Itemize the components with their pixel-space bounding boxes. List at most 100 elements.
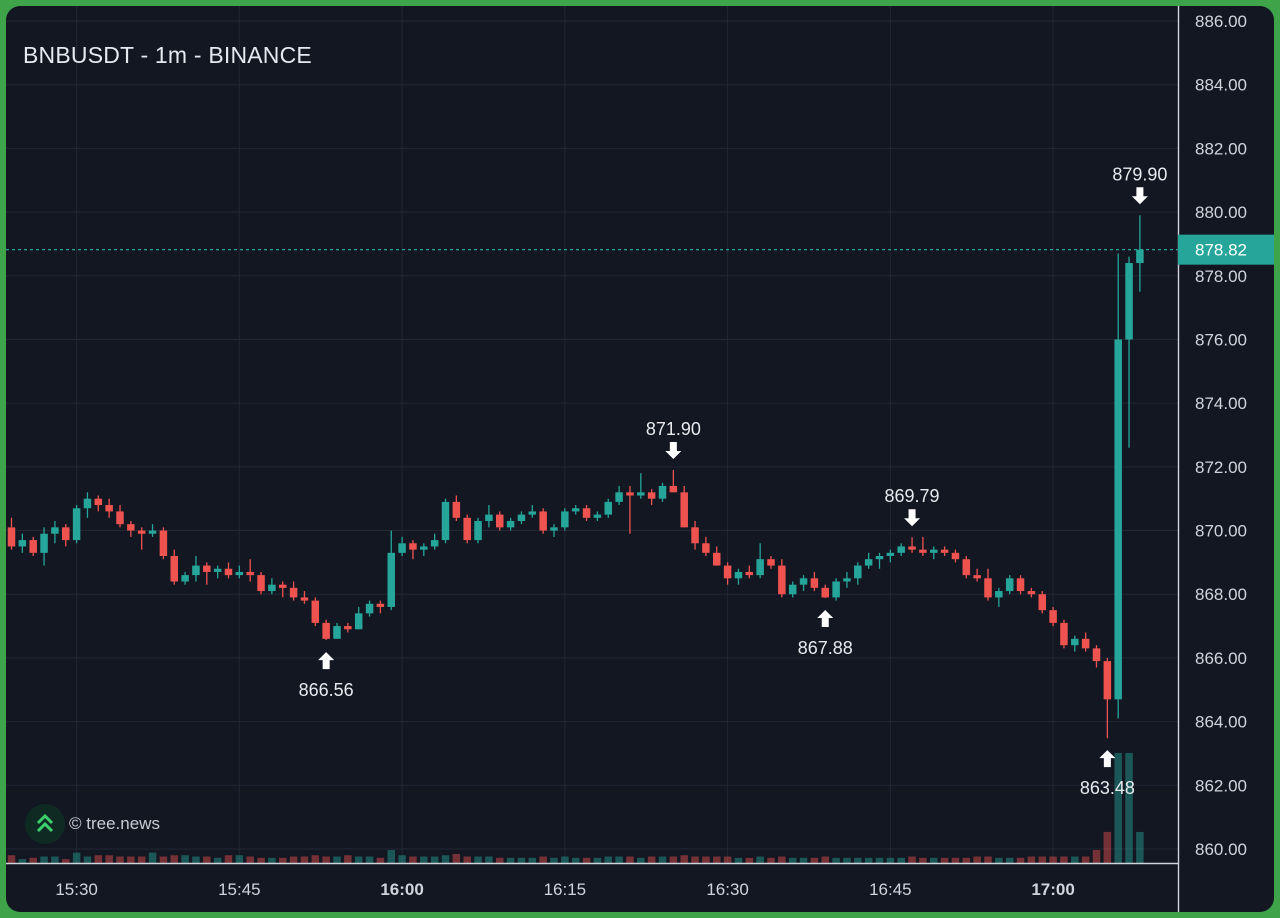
y-tick-label: 870.00 bbox=[1195, 522, 1247, 541]
volume-bar bbox=[18, 859, 27, 863]
candle bbox=[485, 505, 493, 528]
candle bbox=[517, 511, 526, 525]
candle bbox=[83, 492, 92, 518]
candle-body bbox=[1038, 594, 1046, 611]
candle-body bbox=[637, 492, 645, 496]
candle-body bbox=[571, 508, 580, 512]
volume-bar bbox=[1038, 856, 1046, 863]
candle-body bbox=[832, 581, 840, 598]
candle bbox=[799, 575, 808, 592]
volume-bar bbox=[224, 855, 233, 863]
candle-body bbox=[354, 613, 363, 630]
annotation-label: 871.90 bbox=[646, 419, 701, 439]
candle bbox=[1071, 635, 1079, 652]
candle bbox=[669, 470, 678, 493]
volume-bar bbox=[365, 856, 374, 863]
x-tick-label: 15:45 bbox=[218, 880, 261, 899]
volume-bar bbox=[485, 856, 493, 863]
candle bbox=[387, 530, 395, 611]
x-tick-label: 16:15 bbox=[544, 880, 587, 899]
candle-body bbox=[908, 546, 916, 550]
chart-canvas[interactable]: 866.56 871.90 867.88 869.79 863.48 879.90 886… bbox=[6, 6, 1274, 912]
candle-body bbox=[94, 498, 103, 506]
candle-body bbox=[365, 603, 374, 614]
candle bbox=[452, 495, 461, 521]
candle-body bbox=[387, 552, 395, 607]
candle-body bbox=[756, 559, 764, 576]
candle bbox=[962, 556, 971, 579]
candle-body bbox=[691, 527, 699, 544]
volume-bar bbox=[192, 856, 200, 863]
candle bbox=[1060, 619, 1068, 649]
candle-body bbox=[344, 626, 352, 630]
candle bbox=[159, 527, 168, 560]
volume-bar bbox=[116, 856, 124, 863]
candle bbox=[224, 562, 233, 579]
volume-bar bbox=[474, 856, 482, 863]
volume-bar bbox=[137, 856, 146, 863]
candle bbox=[615, 485, 623, 506]
candle bbox=[756, 543, 764, 579]
arrow-up-icon bbox=[1099, 750, 1116, 768]
candle bbox=[571, 505, 580, 515]
volume-bar bbox=[528, 857, 537, 863]
volume-bar bbox=[203, 856, 211, 863]
volume-bar bbox=[940, 857, 949, 863]
volume-bar bbox=[159, 856, 168, 863]
candle bbox=[550, 524, 558, 537]
candle-body bbox=[799, 578, 808, 585]
candle bbox=[1125, 256, 1133, 448]
candle bbox=[51, 520, 59, 544]
candle-body bbox=[973, 575, 981, 579]
candle-body bbox=[854, 565, 862, 579]
candle bbox=[235, 565, 244, 579]
candle bbox=[430, 533, 439, 550]
candle-body bbox=[376, 603, 385, 607]
candle bbox=[919, 536, 927, 557]
volume-bar bbox=[799, 857, 808, 863]
volume-bar bbox=[702, 856, 710, 863]
candle bbox=[18, 533, 27, 553]
candle bbox=[723, 562, 732, 585]
candle-body bbox=[137, 530, 146, 534]
candle bbox=[908, 537, 916, 553]
candle-body bbox=[930, 549, 938, 553]
volume-bar bbox=[713, 856, 721, 863]
candle-body bbox=[1060, 622, 1068, 646]
last-price-label: 878.82 bbox=[1195, 241, 1247, 260]
y-tick-label: 864.00 bbox=[1195, 713, 1247, 732]
candle-body bbox=[539, 511, 547, 531]
candle-body bbox=[940, 549, 949, 553]
volume-bar bbox=[181, 855, 189, 863]
candle bbox=[344, 622, 352, 633]
volume-bar bbox=[767, 857, 775, 863]
volume-bar bbox=[257, 857, 265, 863]
x-tick-label: 16:45 bbox=[869, 880, 912, 899]
candle bbox=[7, 517, 16, 550]
candle-body bbox=[246, 571, 254, 576]
candle-body bbox=[723, 565, 732, 579]
x-tick-label: 15:30 bbox=[55, 880, 98, 899]
annotation-label: 869.79 bbox=[885, 486, 940, 506]
x-tick-label: 17:00 bbox=[1031, 880, 1074, 899]
candle-body bbox=[843, 578, 851, 582]
volume-bar bbox=[441, 855, 450, 863]
annotation-label: 867.88 bbox=[798, 638, 853, 658]
candle-body bbox=[420, 546, 428, 550]
candle bbox=[29, 536, 37, 557]
candle bbox=[1114, 253, 1122, 719]
candle bbox=[181, 571, 189, 585]
volume-bar bbox=[62, 859, 70, 863]
volume-bar bbox=[930, 857, 938, 863]
volume-bar bbox=[29, 857, 37, 863]
candle bbox=[778, 559, 786, 598]
candle bbox=[192, 556, 200, 582]
candle-body bbox=[148, 530, 157, 534]
volume-bar bbox=[506, 857, 515, 863]
volume-bar bbox=[593, 857, 602, 863]
volume-bar bbox=[832, 857, 840, 863]
volume-bar bbox=[550, 857, 558, 863]
candle-body bbox=[192, 565, 200, 576]
tree-logo-icon bbox=[25, 804, 65, 844]
candle-body bbox=[593, 514, 602, 518]
